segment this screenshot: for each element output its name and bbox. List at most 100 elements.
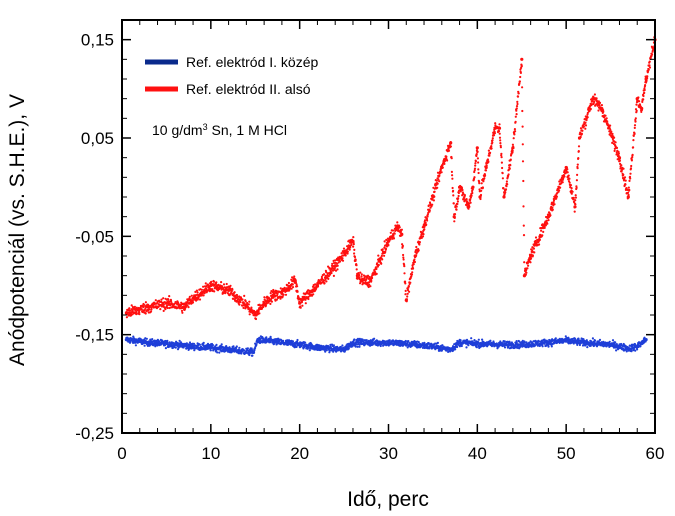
data-point	[406, 292, 409, 295]
data-point	[500, 152, 503, 155]
data-point	[614, 141, 617, 144]
data-point	[243, 303, 246, 306]
data-point	[450, 157, 453, 160]
data-point	[609, 128, 612, 131]
data-point	[433, 190, 436, 193]
data-point	[441, 164, 444, 167]
data-point	[353, 255, 357, 259]
data-point	[638, 100, 641, 103]
data-point	[552, 199, 556, 202]
data-point	[143, 344, 146, 347]
data-point	[516, 95, 520, 98]
data-point	[323, 279, 326, 282]
data-point	[462, 192, 465, 195]
data-point	[598, 101, 602, 104]
data-point	[339, 260, 342, 263]
data-point	[387, 244, 390, 247]
data-point	[534, 236, 538, 239]
data-point	[616, 158, 619, 161]
data-point	[598, 104, 601, 107]
data-point	[522, 179, 525, 183]
data-point	[204, 282, 207, 285]
data-point	[641, 100, 644, 103]
data-point	[347, 347, 350, 350]
data-point	[248, 300, 251, 303]
data-point	[304, 298, 307, 301]
data-point	[151, 338, 154, 341]
data-point	[182, 346, 185, 349]
data-point	[507, 173, 510, 176]
data-point	[396, 221, 399, 224]
data-point	[403, 280, 407, 283]
data-point	[439, 168, 442, 172]
data-point	[332, 265, 335, 268]
data-point	[420, 236, 423, 239]
data-point	[593, 100, 596, 103]
data-point	[509, 164, 512, 167]
data-point	[282, 339, 285, 342]
data-point	[576, 163, 579, 166]
data-point	[377, 254, 380, 257]
data-point	[276, 294, 279, 297]
data-point	[477, 168, 480, 171]
data-point	[437, 178, 440, 181]
data-point	[443, 162, 446, 165]
data-point	[525, 271, 528, 274]
data-point	[238, 346, 241, 349]
data-point	[513, 133, 516, 136]
series-2-points	[124, 36, 657, 321]
data-point	[547, 345, 550, 348]
data-point	[523, 275, 526, 278]
data-point	[529, 257, 533, 260]
data-point	[484, 174, 487, 177]
data-point	[436, 186, 439, 189]
y-tick-label: 0,05	[81, 129, 114, 148]
data-point	[634, 108, 638, 111]
data-point	[595, 97, 598, 100]
data-point	[308, 349, 311, 352]
data-point	[440, 171, 443, 174]
data-point	[519, 71, 523, 74]
data-point	[550, 345, 553, 348]
data-point	[142, 303, 146, 306]
data-point	[344, 254, 347, 257]
data-point	[479, 197, 482, 201]
data-point	[353, 338, 356, 341]
data-point	[500, 161, 503, 164]
data-point	[424, 221, 427, 225]
data-point	[278, 340, 281, 343]
data-point	[191, 299, 194, 302]
data-point	[145, 337, 148, 340]
data-point	[213, 290, 216, 293]
data-point	[220, 281, 223, 284]
data-point	[574, 196, 578, 199]
data-point	[307, 295, 310, 298]
data-point	[392, 237, 396, 240]
data-point	[415, 245, 418, 249]
data-point	[611, 339, 615, 342]
data-point	[618, 157, 621, 160]
data-point	[596, 104, 599, 107]
data-point	[573, 210, 576, 213]
data-point	[135, 313, 138, 316]
data-point	[581, 129, 584, 132]
data-point	[355, 268, 358, 271]
data-point	[384, 247, 388, 250]
data-point	[222, 291, 225, 294]
data-point	[451, 186, 454, 190]
data-point	[402, 256, 405, 259]
data-point	[259, 337, 262, 340]
data-point	[517, 92, 520, 95]
data-point	[352, 236, 355, 239]
data-point	[341, 259, 345, 262]
data-point	[508, 167, 511, 170]
data-point	[646, 77, 649, 80]
data-point	[555, 197, 558, 200]
data-point	[500, 156, 503, 159]
data-point	[575, 186, 578, 189]
data-point	[328, 267, 331, 270]
ticks-layer: 0 10 20 30 40 50 600,150,05-0,05-0,15-0,25	[75, 20, 664, 463]
data-point	[365, 278, 368, 281]
data-point	[192, 342, 196, 345]
data-point	[545, 219, 548, 222]
